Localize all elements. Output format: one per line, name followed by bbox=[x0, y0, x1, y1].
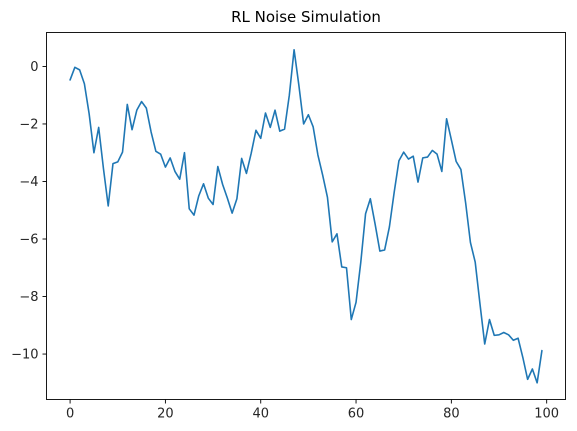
x-tick-label: 100 bbox=[534, 407, 559, 422]
axes bbox=[46, 32, 566, 400]
y-tick-label: −10 bbox=[11, 348, 38, 363]
plot-frame bbox=[46, 32, 566, 400]
y-axis: 0 −2 −4 −6 −8 −10 bbox=[11, 60, 47, 363]
x-tick-label: 60 bbox=[348, 407, 365, 422]
x-tick-label: 80 bbox=[443, 407, 460, 422]
x-tick-label: 0 bbox=[66, 407, 74, 422]
y-tick-label: −4 bbox=[19, 175, 38, 190]
y-tick-label: 0 bbox=[30, 60, 38, 75]
series-group bbox=[69, 48, 543, 384]
x-axis: 0 20 40 60 80 100 bbox=[66, 399, 559, 422]
y-tick-label: −2 bbox=[19, 117, 38, 132]
y-tick-label: −6 bbox=[19, 233, 38, 248]
x-tick-label: 40 bbox=[252, 407, 269, 422]
chart-title: RL Noise Simulation bbox=[231, 8, 381, 26]
y-tick-label: −8 bbox=[19, 290, 38, 305]
series-line bbox=[69, 48, 543, 384]
x-tick-label: 20 bbox=[157, 407, 174, 422]
